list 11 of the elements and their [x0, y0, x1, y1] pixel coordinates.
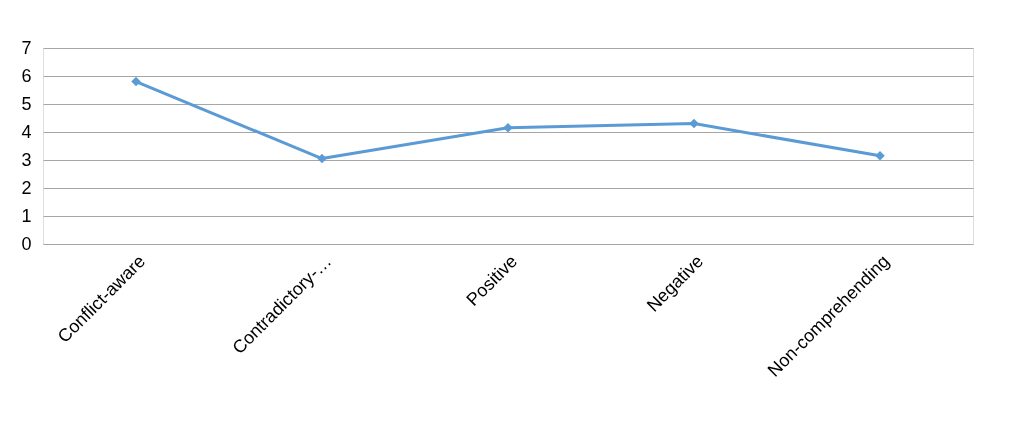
- y-tick-label: 0: [21, 233, 32, 254]
- y-tick-label: 4: [21, 121, 32, 142]
- point: [317, 153, 327, 164]
- y-tick-label: 3: [21, 149, 32, 170]
- y-tick-label: 5: [21, 93, 32, 114]
- y-tick-label: 2: [21, 177, 32, 198]
- point: [131, 76, 141, 87]
- y-tick-label: 6: [21, 65, 32, 86]
- point: [689, 118, 699, 129]
- y-tick-label: 1: [21, 205, 32, 226]
- y-tick-label: 7: [21, 37, 32, 58]
